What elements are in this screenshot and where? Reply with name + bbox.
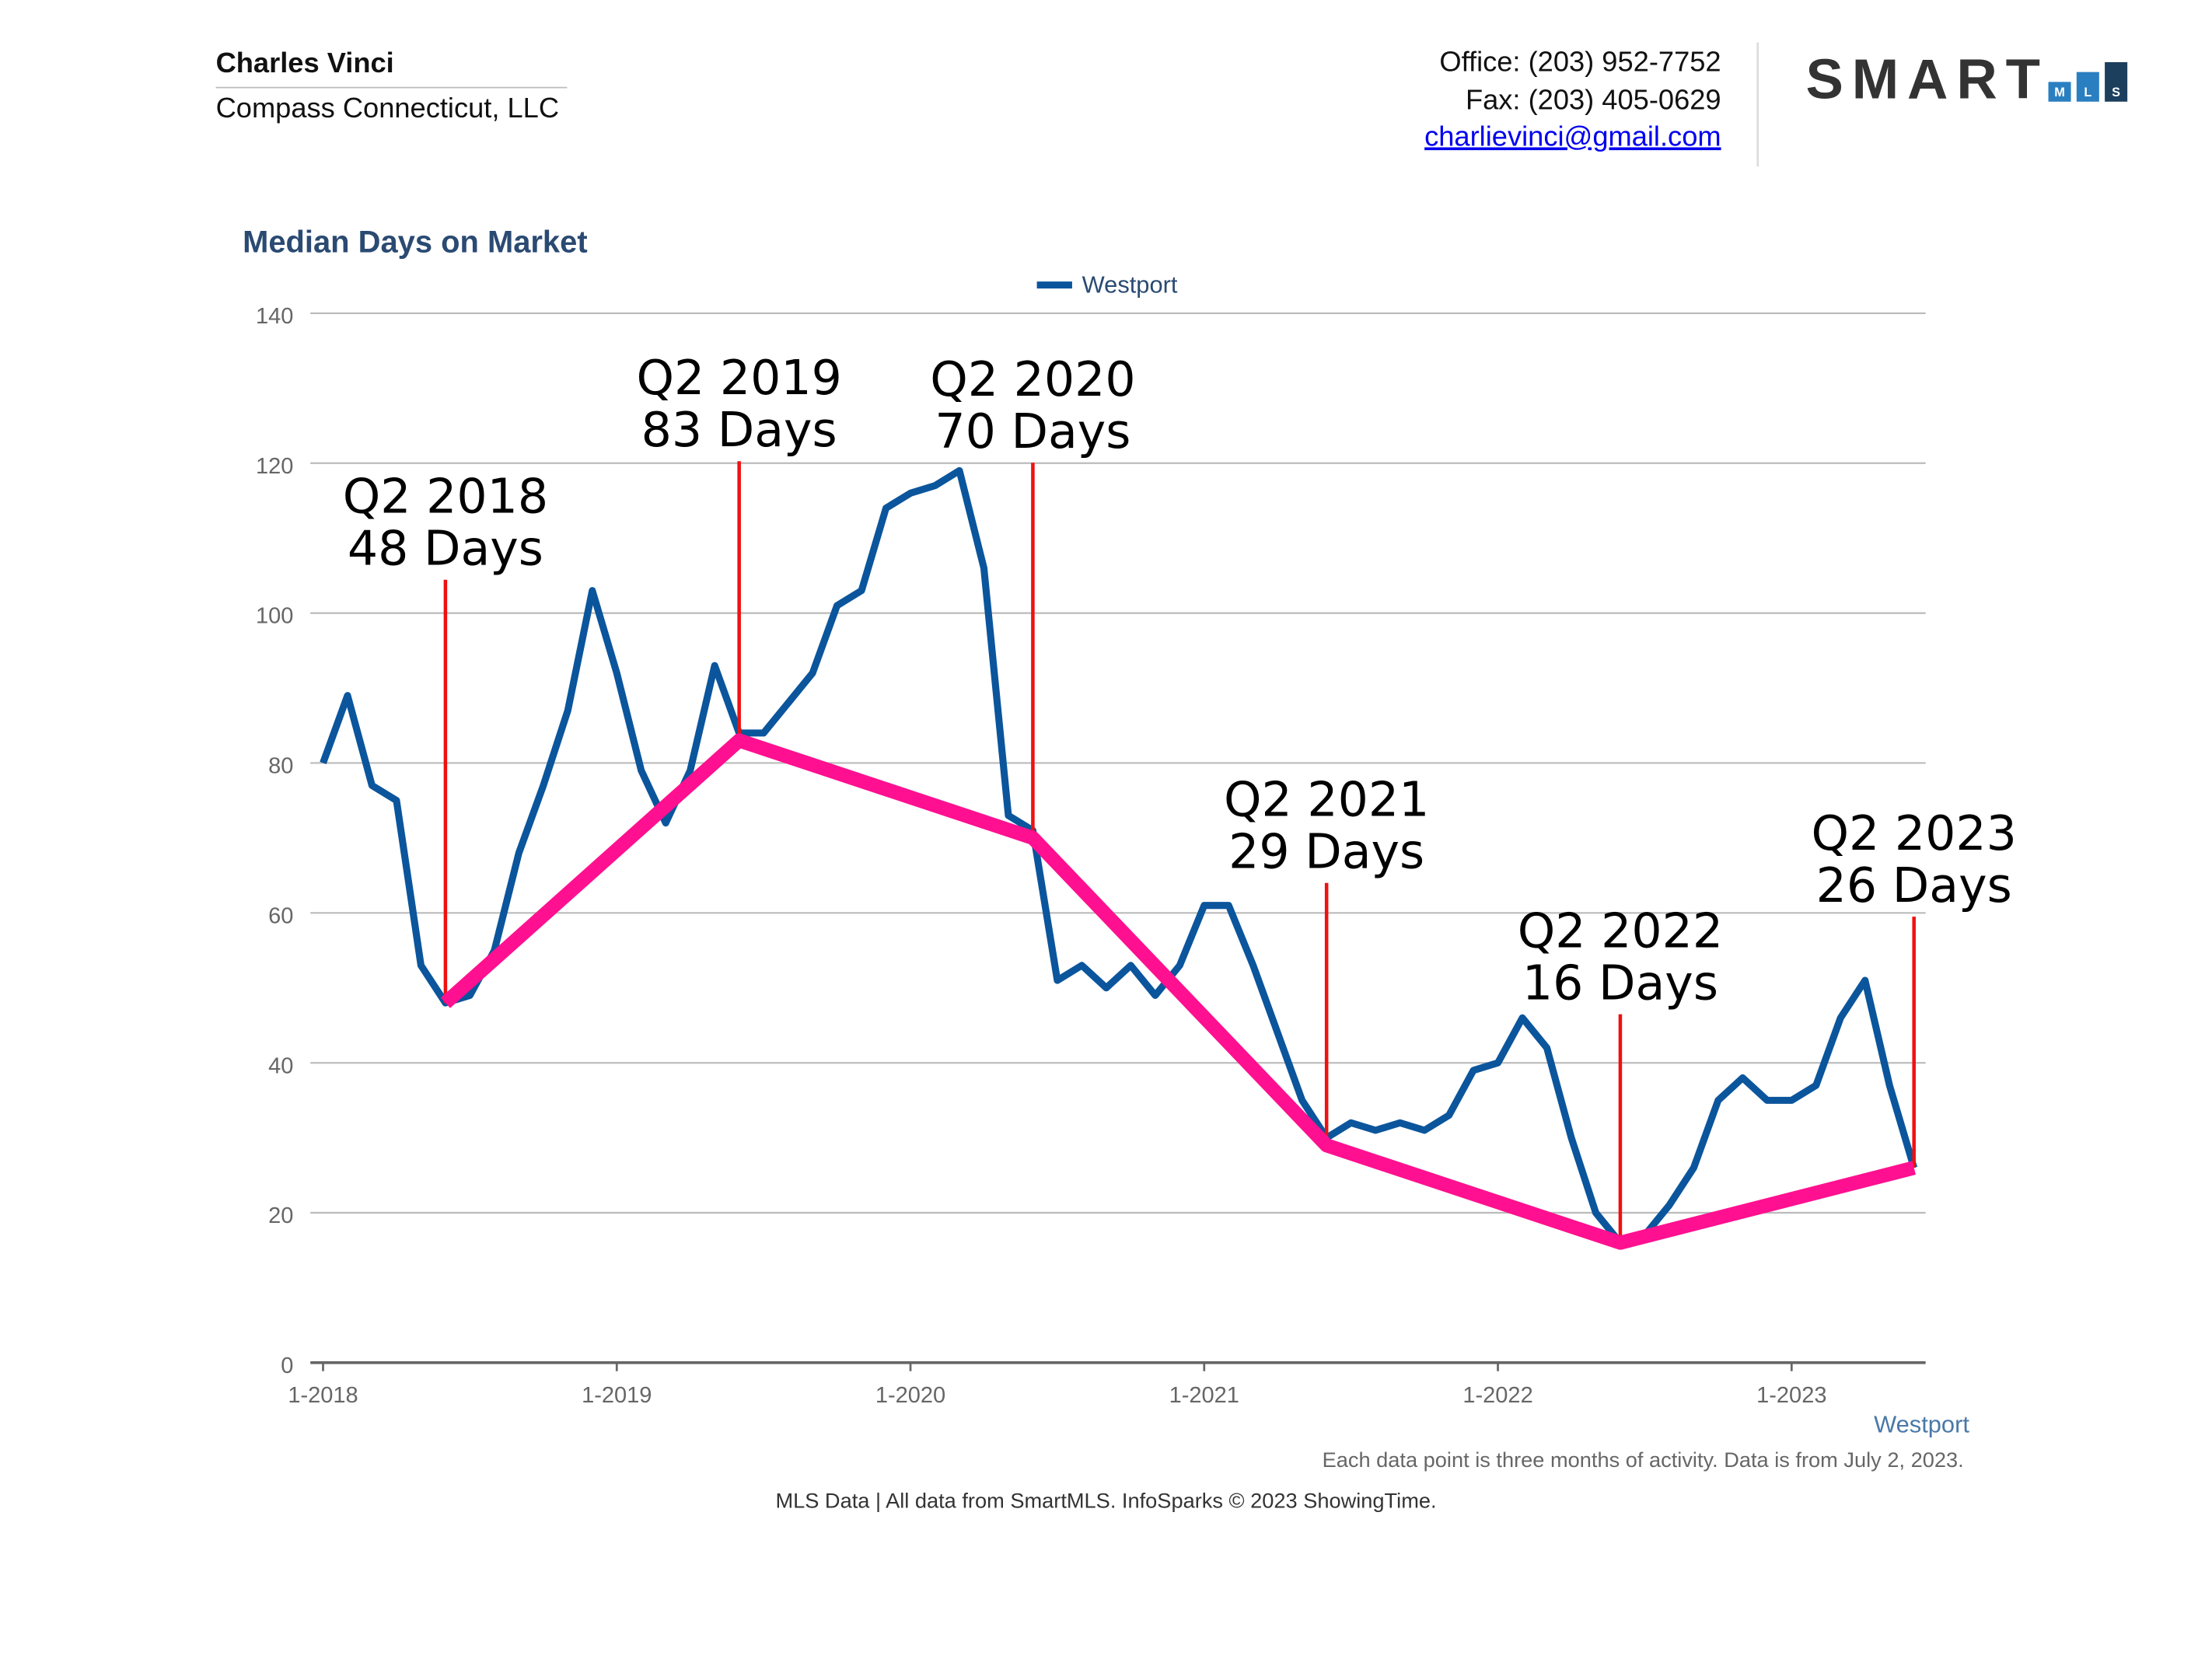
callout-quarter: Q2 2021	[1224, 771, 1429, 827]
footer: MLS Data | All data from SmartMLS. InfoS…	[775, 1489, 1436, 1513]
y-tick-label: 0	[281, 1353, 293, 1378]
callout-quarter: Q2 2022	[1518, 903, 1723, 959]
callout-value: 48 Days	[348, 520, 543, 576]
logo-box	[2076, 72, 2099, 102]
logo-letter: S	[2112, 86, 2120, 100]
x-tick-label: 1-2020	[875, 1383, 945, 1408]
logo-box	[2105, 61, 2128, 102]
x-tick-label: 1-2018	[288, 1383, 358, 1408]
logo-text: SMART	[1805, 47, 2048, 110]
callout-quarter: Q2 2018	[343, 468, 548, 524]
company: Compass Connecticut, LLC	[216, 92, 559, 124]
callout-value: 29 Days	[1228, 824, 1424, 880]
callout-quarter: Q2 2019	[636, 350, 841, 406]
x-tick-label: 1-2021	[1169, 1383, 1239, 1408]
y-tick-label: 60	[268, 903, 293, 928]
series-caption: Westport	[1874, 1411, 1969, 1438]
callout-value: 16 Days	[1522, 955, 1718, 1011]
trend-line	[440, 733, 1916, 1250]
y-tick-label: 80	[268, 754, 293, 779]
plot: 0 20 40 60 80 100 120 140 1-2018 1-2019 1-2020 1-20…	[256, 271, 2017, 1408]
x-tick-label: 1-2023	[1756, 1383, 1826, 1408]
agent-name: Charles Vinci	[216, 47, 394, 79]
email-link[interactable]: charlievinci@gmail.com	[1424, 120, 1721, 152]
callout-quarter: Q2 2020	[930, 351, 1135, 407]
y-tick-label: 20	[268, 1203, 293, 1228]
callout-value: 83 Days	[641, 402, 837, 458]
y-tick-label: 100	[256, 604, 293, 629]
callout-value: 70 Days	[935, 403, 1130, 459]
y-tick-label: 140	[256, 304, 293, 329]
x-tick-label: 1-2022	[1462, 1383, 1532, 1408]
series-line	[320, 466, 1918, 1247]
x-tick-label: 1-2019	[582, 1383, 652, 1408]
logo-box	[2048, 82, 2071, 102]
y-tick-label: 40	[268, 1053, 293, 1078]
fax: Fax: (203) 405-0629	[1466, 83, 1721, 115]
legend-label: Westport	[1082, 271, 1178, 299]
callout-quarter: Q2 2023	[1812, 805, 2017, 861]
y-tick-label: 120	[256, 454, 293, 479]
callout-value: 26 Days	[1816, 857, 2012, 913]
logo-letter: L	[2084, 86, 2091, 100]
footnote: Each data point is three months of activ…	[1323, 1448, 1964, 1472]
chart-title: Median Days on Market	[243, 225, 588, 260]
logo-letter: M	[2054, 86, 2065, 100]
office-phone: Office: (203) 952-7752	[1439, 45, 1721, 77]
